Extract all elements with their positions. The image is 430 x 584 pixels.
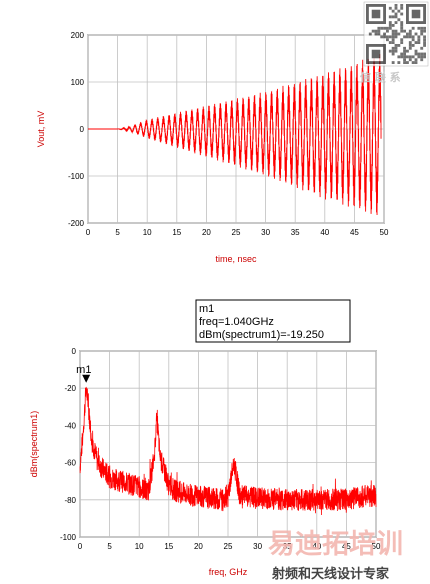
x-tick-label: 5: [115, 228, 120, 237]
x-tick-label: 20: [194, 542, 203, 551]
marker-readout-box: [195, 299, 351, 343]
x-tick-label: 10: [135, 542, 144, 551]
y-tick-labels: 200 100 0 -100 -200: [68, 31, 85, 228]
qr-code-watermark: [363, 1, 429, 67]
x-tick-label: 0: [86, 228, 91, 237]
x-tick-label: 50: [380, 228, 389, 237]
x-tick-labels: 0 5 10 15 20 25 30 35 40 45 50: [86, 228, 389, 237]
series-line: [88, 54, 382, 216]
x-tick-label: 30: [253, 542, 262, 551]
watermark-subtitle: 射频和天线设计专家: [271, 566, 390, 582]
y-tick-label: 0: [72, 347, 77, 356]
y-axis-label: dBm(spectrum1): [29, 411, 39, 478]
y-tick-label: 100: [71, 78, 85, 87]
watermark-top-text: 信 联 系: [360, 70, 401, 84]
x-tick-label: 35: [283, 542, 292, 551]
x-tick-label: 20: [202, 228, 211, 237]
x-axis-label: freq, GHz: [209, 567, 248, 577]
spectrum-chart: 0 5 10 15 20 25 30 35 40 45 50 0 -20 -40 -60 -80 -100 f…: [29, 299, 381, 577]
x-tick-label: 45: [342, 542, 351, 551]
marker-readout: m1 freq=1.040GHz dBm(spectrum1)=-19.250: [195, 299, 351, 343]
y-tick-label: -200: [68, 219, 85, 228]
x-tick-labels: 0 5 10 15 20 25 30 35 40 45 50: [78, 542, 381, 551]
marker-m1[interactable]: m1: [76, 364, 91, 383]
y-tick-label: -100: [68, 172, 85, 181]
x-tick-label: 5: [107, 542, 112, 551]
qr-code-icon: [366, 4, 426, 64]
marker-readout-line: m1: [199, 303, 214, 315]
grid: [87, 34, 385, 224]
marker-readout-line: freq=1.040GHz: [199, 316, 274, 328]
marker-readout-line: dBm(spectrum1)=-19.250: [199, 329, 324, 341]
series-spectrum: [79, 386, 377, 516]
x-tick-label: 40: [320, 228, 329, 237]
y-tick-label: -100: [60, 533, 77, 542]
x-axis-label: time, nsec: [215, 254, 257, 264]
x-tick-label: 35: [291, 228, 300, 237]
y-tick-label: -40: [64, 421, 76, 430]
x-tick-label: 15: [164, 542, 173, 551]
y-tick-labels: 0 -20 -40 -60 -80 -100: [60, 347, 77, 542]
y-tick-label: 0: [80, 125, 85, 134]
y-tick-label: -60: [64, 459, 76, 468]
x-tick-label: 50: [372, 542, 381, 551]
x-tick-label: 25: [224, 542, 233, 551]
x-tick-label: 30: [261, 228, 270, 237]
y-axis-label: Vout, mV: [36, 111, 46, 148]
marker-triangle-icon: [82, 374, 91, 383]
series-vout: [88, 54, 382, 216]
x-tick-label: 40: [312, 542, 321, 551]
series-line: [79, 386, 377, 516]
x-tick-label: 10: [143, 228, 152, 237]
marker-label: m1: [76, 364, 91, 376]
y-tick-label: -20: [64, 384, 76, 393]
time-domain-chart: 0 5 10 15 20 25 30 35 40 45 50 200 100 0 -100 -200 tim…: [36, 31, 389, 264]
y-tick-label: -80: [64, 496, 76, 505]
x-tick-label: 0: [78, 542, 83, 551]
x-tick-label: 45: [350, 228, 359, 237]
x-tick-label: 15: [172, 228, 181, 237]
y-tick-label: 200: [71, 31, 85, 40]
x-tick-label: 25: [232, 228, 241, 237]
watermark-brand: 易迪拓培训: [268, 529, 403, 560]
